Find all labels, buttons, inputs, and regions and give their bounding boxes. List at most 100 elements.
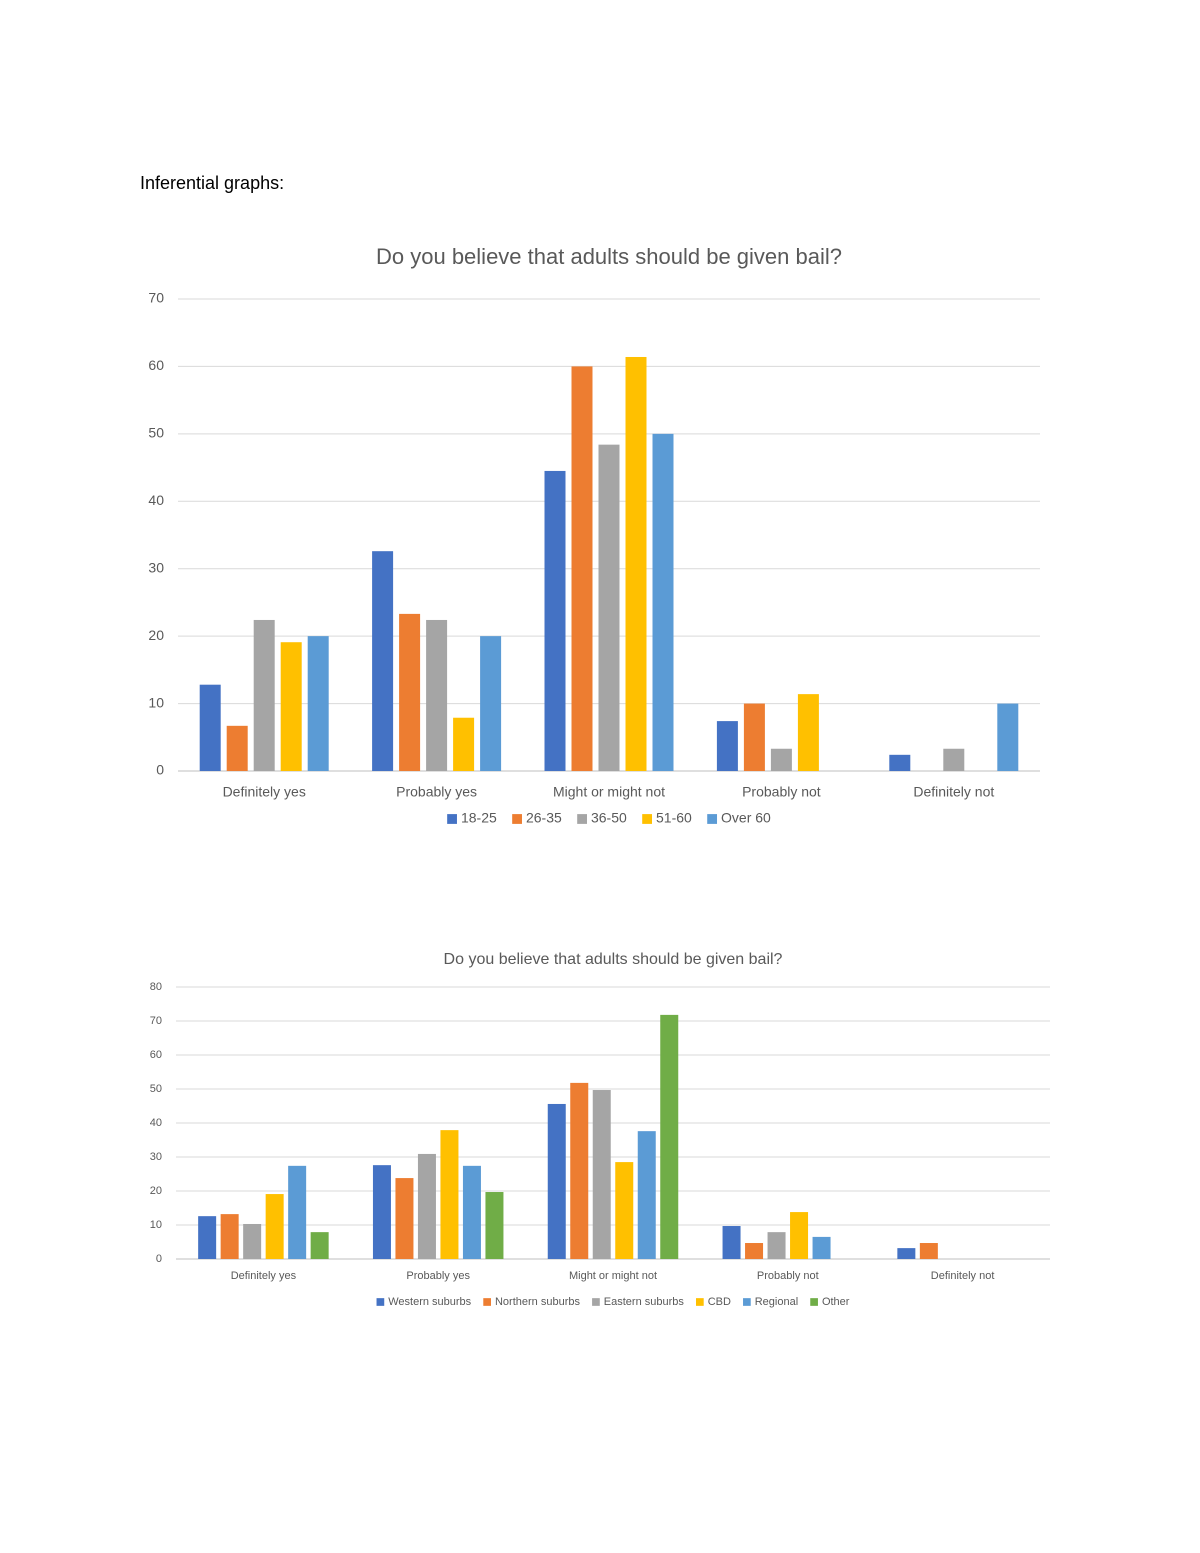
y-tick-label: 0 <box>156 762 164 778</box>
x-tick-label: Definitely yes <box>231 1270 297 1282</box>
y-tick-label: 30 <box>148 559 164 575</box>
bar <box>598 444 620 771</box>
heading: Inferential graphs: <box>140 173 284 193</box>
bar <box>453 717 475 771</box>
bar <box>767 1232 786 1259</box>
bar <box>226 725 248 771</box>
legend-label: 51-60 <box>656 810 692 826</box>
y-tick-label: 10 <box>150 1219 162 1231</box>
x-tick-label: Probably yes <box>406 1270 470 1282</box>
bar <box>243 1223 262 1259</box>
legend-label: 36-50 <box>591 810 627 826</box>
y-tick-label: 60 <box>150 1049 162 1061</box>
legend-swatch <box>577 814 587 824</box>
legend-label: Western suburbs <box>388 1296 471 1308</box>
bar <box>440 1130 459 1259</box>
bar <box>592 1090 611 1259</box>
legend-swatch <box>695 1298 704 1306</box>
bar <box>253 619 275 771</box>
x-tick-label: Probably not <box>757 1270 819 1282</box>
bar <box>889 754 911 771</box>
bar <box>943 748 965 771</box>
y-tick-label: 80 <box>150 981 162 993</box>
legend-label: Other <box>822 1296 850 1308</box>
x-tick-label: Definitely yes <box>223 784 306 800</box>
bar <box>615 1162 634 1259</box>
x-tick-label: Definitely not <box>931 1270 995 1282</box>
bar <box>797 694 819 771</box>
bar <box>199 684 221 771</box>
bar <box>745 1243 764 1259</box>
bar <box>897 1248 916 1259</box>
bar <box>547 1103 566 1259</box>
bar <box>280 642 302 771</box>
legend-label: Regional <box>755 1296 798 1308</box>
bar <box>485 1192 504 1259</box>
bar <box>198 1216 217 1259</box>
bar <box>660 1014 679 1259</box>
bar <box>462 1165 481 1259</box>
bar <box>652 433 674 771</box>
bar <box>265 1194 284 1259</box>
y-tick-label: 40 <box>150 1117 162 1129</box>
chart-title: Do you believe that adults should be giv… <box>444 951 783 968</box>
legend-label: Northern suburbs <box>495 1296 580 1308</box>
bar <box>812 1236 831 1259</box>
bar <box>310 1232 329 1259</box>
bar <box>426 619 448 771</box>
legend-label: 26-35 <box>526 810 562 826</box>
legend-swatch <box>707 814 718 824</box>
bar <box>625 356 647 771</box>
legend-label: Over 60 <box>721 810 771 826</box>
bar <box>722 1226 741 1259</box>
bar <box>220 1214 239 1259</box>
y-tick-label: 20 <box>150 1185 162 1197</box>
y-tick-label: 30 <box>150 1151 162 1163</box>
bar <box>288 1165 307 1259</box>
bar <box>417 1153 436 1259</box>
x-tick-label: Might or might not <box>569 1270 657 1282</box>
legend-swatch <box>743 1298 751 1306</box>
legend-label: CBD <box>708 1296 731 1308</box>
y-tick-label: 70 <box>150 1015 162 1027</box>
y-tick-label: 40 <box>148 492 164 508</box>
bar <box>716 721 738 771</box>
bar <box>399 613 421 771</box>
legend-swatch <box>592 1298 600 1306</box>
legend-swatch <box>447 814 457 824</box>
y-tick-label: 10 <box>148 694 164 710</box>
bar <box>770 748 792 771</box>
bar <box>743 703 765 771</box>
legend-swatch <box>810 1298 818 1306</box>
bar <box>997 703 1019 771</box>
x-tick-label: Probably not <box>742 784 821 800</box>
x-tick-label: Definitely not <box>913 784 994 800</box>
bar <box>395 1178 414 1259</box>
bar <box>372 551 394 771</box>
bar <box>570 1082 589 1259</box>
bar <box>307 636 329 771</box>
legend-label: Eastern suburbs <box>604 1296 685 1308</box>
bar <box>372 1165 391 1259</box>
y-tick-label: 50 <box>148 425 164 441</box>
y-tick-label: 50 <box>150 1083 162 1095</box>
legend-swatch <box>483 1298 491 1306</box>
bar <box>480 636 502 771</box>
x-tick-label: Might or might not <box>553 784 665 800</box>
bar <box>571 366 593 771</box>
legend-swatch <box>642 814 653 824</box>
y-tick-label: 0 <box>156 1253 162 1265</box>
y-tick-label: 70 <box>148 290 164 306</box>
bar <box>544 470 566 771</box>
bar <box>919 1243 938 1259</box>
y-tick-label: 20 <box>148 627 164 643</box>
x-tick-label: Probably yes <box>396 784 477 800</box>
bar <box>637 1131 656 1259</box>
legend-label: 18-25 <box>461 810 497 826</box>
y-tick-label: 60 <box>148 357 164 373</box>
legend-swatch <box>512 814 522 824</box>
bar <box>790 1212 809 1259</box>
chart-title: Do you believe that adults should be giv… <box>376 244 842 269</box>
